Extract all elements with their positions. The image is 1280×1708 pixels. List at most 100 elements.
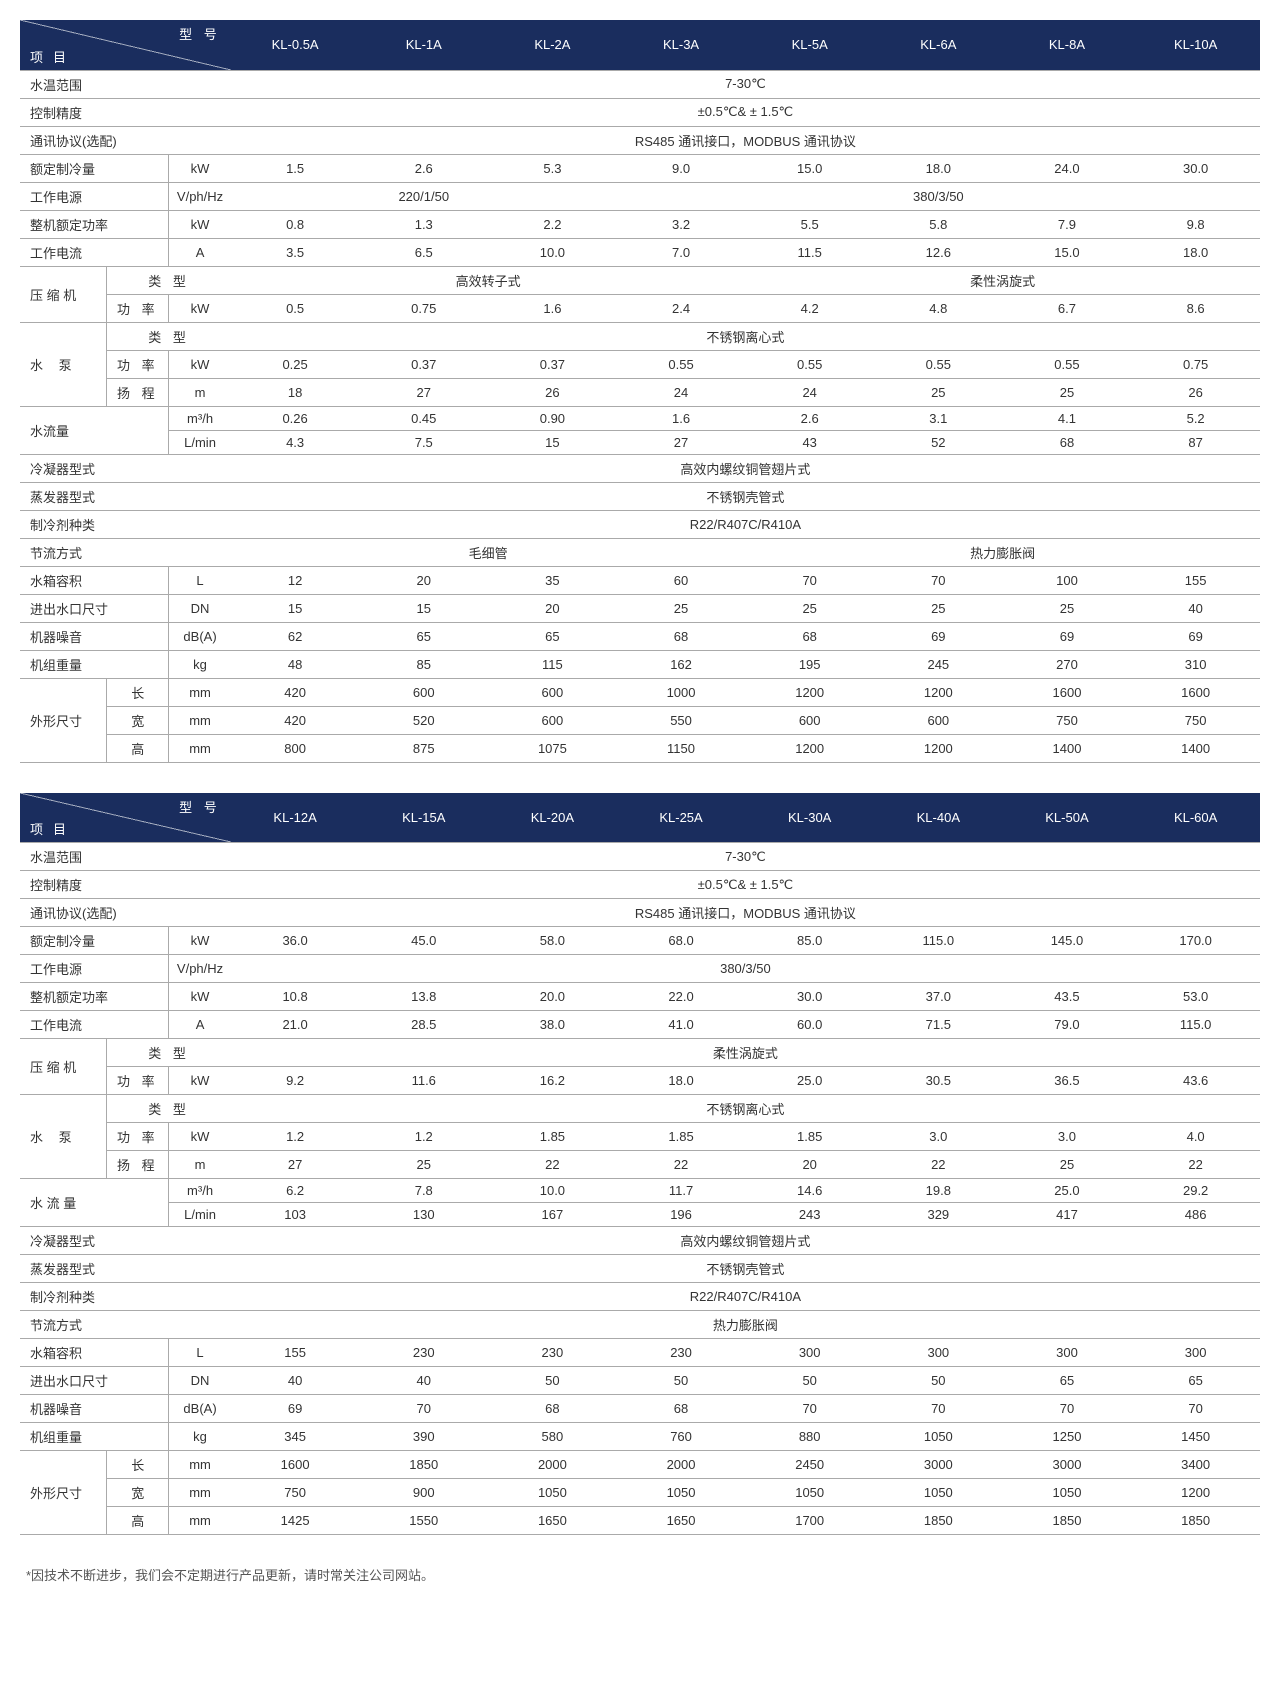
cell: RS485 通讯接口，MODBUS 通讯协议 [231,899,1260,927]
table-row: 水 泵类 型不锈钢离心式 [20,1095,1260,1123]
cell: 220/1/50 [231,182,617,210]
cell: 0.37 [488,350,617,378]
table-row: 功 率kW0.250.370.370.550.550.550.550.75 [20,350,1260,378]
cell: 130 [359,1203,488,1227]
cell: 85 [359,650,488,678]
cell: 24.0 [1003,154,1132,182]
model-header: KL-2A [488,20,617,70]
row-label: 机组重量 [20,650,169,678]
cell: 300 [1003,1339,1132,1367]
row-label: 额定制冷量 [20,927,169,955]
cell: 70 [745,1395,874,1423]
cell: 1200 [1131,1479,1260,1507]
unit: L [169,566,231,594]
cell: 170.0 [1131,927,1260,955]
cell: 高效内螺纹铜管翅片式 [231,454,1260,482]
cell: R22/R407C/R410A [231,510,1260,538]
table-row: 额定制冷量kW36.045.058.068.085.0115.0145.0170… [20,927,1260,955]
cell: 50 [745,1367,874,1395]
cell: 115 [488,650,617,678]
model-header: KL-30A [745,793,874,843]
table-row: 工作电流A21.028.538.041.060.071.579.0115.0 [20,1011,1260,1039]
cell: 1075 [488,734,617,762]
model-header: KL-3A [617,20,746,70]
cell: 486 [1131,1203,1260,1227]
cell: 70 [359,1395,488,1423]
cell: 600 [488,678,617,706]
cell: 2000 [488,1451,617,1479]
cell: 7.9 [1003,210,1132,238]
model-header: KL-15A [359,793,488,843]
cell: 3.0 [1003,1123,1132,1151]
unit: m [169,378,231,406]
cell: 不锈钢离心式 [231,1095,1260,1123]
table-row: 水温范围7-30℃ [20,843,1260,871]
cell: 68 [617,622,746,650]
cell: 45.0 [359,927,488,955]
cell: 0.25 [231,350,360,378]
sub-label: 长 [107,678,169,706]
cell: 760 [617,1423,746,1451]
cell: 1150 [617,734,746,762]
cell: 高效内螺纹铜管翅片式 [231,1227,1260,1255]
cell: 14.6 [745,1179,874,1203]
cell: 1400 [1003,734,1132,762]
cell: 24 [745,378,874,406]
table-row: 蒸发器型式不锈钢壳管式 [20,1255,1260,1283]
table-row: 节流方式热力膨胀阀 [20,1311,1260,1339]
cell: 243 [745,1203,874,1227]
cell: 不锈钢壳管式 [231,1255,1260,1283]
sub-label: 高 [107,734,169,762]
sub-label: 类 型 [107,1039,231,1067]
cell: 6.2 [231,1179,360,1203]
cell: 4.0 [1131,1123,1260,1151]
cell: 43.6 [1131,1067,1260,1095]
corner-header: 型 号 项目 [20,20,231,70]
cell: 60.0 [745,1011,874,1039]
row-label: 水流量 [20,406,169,454]
cell: 22 [1131,1151,1260,1179]
cell: 20 [359,566,488,594]
cell: 25 [617,594,746,622]
cell: 30.0 [745,983,874,1011]
row-label: 压 缩 机 [20,266,107,322]
unit: m³/h [169,406,231,430]
cell: 1050 [488,1479,617,1507]
row-label: 水箱容积 [20,1339,169,1367]
cell: 26 [1131,378,1260,406]
cell: 40 [1131,594,1260,622]
footnote: *因技术不断进步，我们会不定期进行产品更新，请时常关注公司网站。 [20,1565,1260,1584]
cell: 69 [1131,622,1260,650]
cell: 7-30℃ [231,70,1260,98]
cell: 7.8 [359,1179,488,1203]
cell: 37.0 [874,983,1003,1011]
cell: 29.2 [1131,1179,1260,1203]
table-row: 控制精度±0.5℃& ± 1.5℃ [20,98,1260,126]
cell: 0.55 [745,350,874,378]
unit: kW [169,350,231,378]
table-row: 制冷剂种类R22/R407C/R410A [20,1283,1260,1311]
unit: mm [169,1507,231,1535]
cell: 5.5 [745,210,874,238]
table-row: 压 缩 机类 型高效转子式柔性涡旋式 [20,266,1260,294]
cell: 875 [359,734,488,762]
cell: 53.0 [1131,983,1260,1011]
cell: 18.0 [617,1067,746,1095]
cell: 68 [745,622,874,650]
cell: 329 [874,1203,1003,1227]
unit: V/ph/Hz [169,955,231,983]
row-label: 外形尺寸 [20,678,107,762]
cell: 115.0 [874,927,1003,955]
row-label: 节流方式 [20,538,231,566]
cell: 25 [874,594,1003,622]
cell: 1425 [231,1507,360,1535]
cell: 0.55 [874,350,1003,378]
table-row: 冷凝器型式高效内螺纹铜管翅片式 [20,1227,1260,1255]
unit: kW [169,1123,231,1151]
cell: 高效转子式 [231,266,746,294]
cell: 65 [1003,1367,1132,1395]
cell: 22 [617,1151,746,1179]
unit: mm [169,1451,231,1479]
cell: 36.0 [231,927,360,955]
table-row: 水箱容积L155230230230300300300300 [20,1339,1260,1367]
